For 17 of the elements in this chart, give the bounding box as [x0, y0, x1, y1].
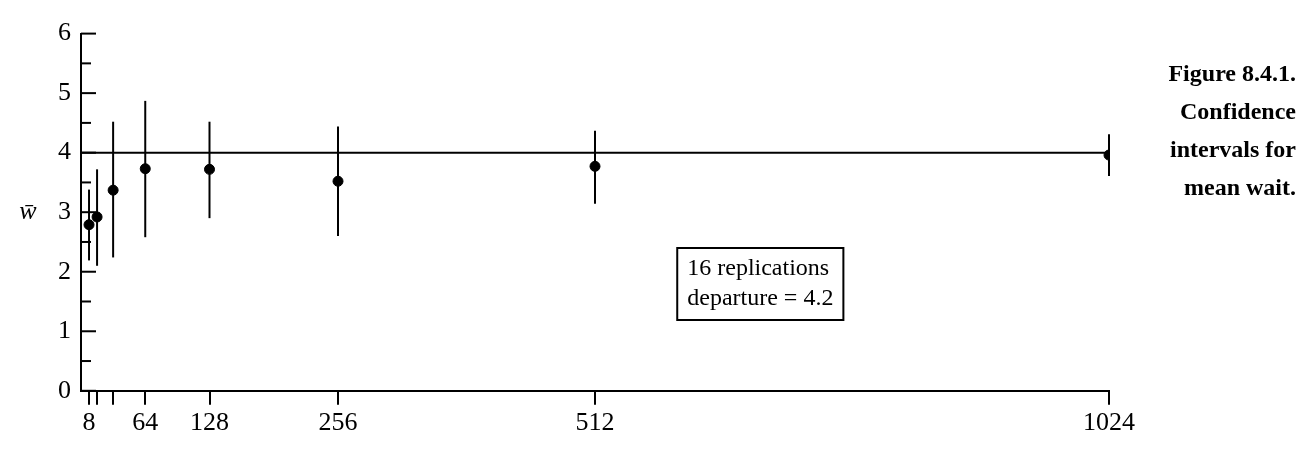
annotation: departure = 4.2: [687, 284, 834, 311]
y-tick-label: 3: [58, 196, 71, 226]
x-tick-label: 512: [575, 407, 615, 437]
y-tick-label: 0: [58, 374, 71, 404]
text: Figure 8.4.1. Confidence intervals for mean wait.: [1167, 59, 1296, 202]
x-tick-label: 256: [318, 407, 358, 437]
y-tick-label: 6: [58, 17, 71, 47]
x-tick-label: 64: [132, 407, 159, 437]
y-tick-label: 2: [58, 255, 71, 285]
y-tick-label: 5: [58, 76, 71, 106]
x-tick-label: 1024: [1083, 407, 1135, 437]
annotation: 16 replications: [687, 254, 830, 281]
y-tick-label: 4: [58, 136, 71, 166]
y-axis-title: w̄: [19, 196, 38, 226]
y-tick-label: 1: [58, 315, 71, 345]
x-tick-label: 8: [82, 407, 96, 437]
x-tick-label: 128: [190, 407, 229, 437]
